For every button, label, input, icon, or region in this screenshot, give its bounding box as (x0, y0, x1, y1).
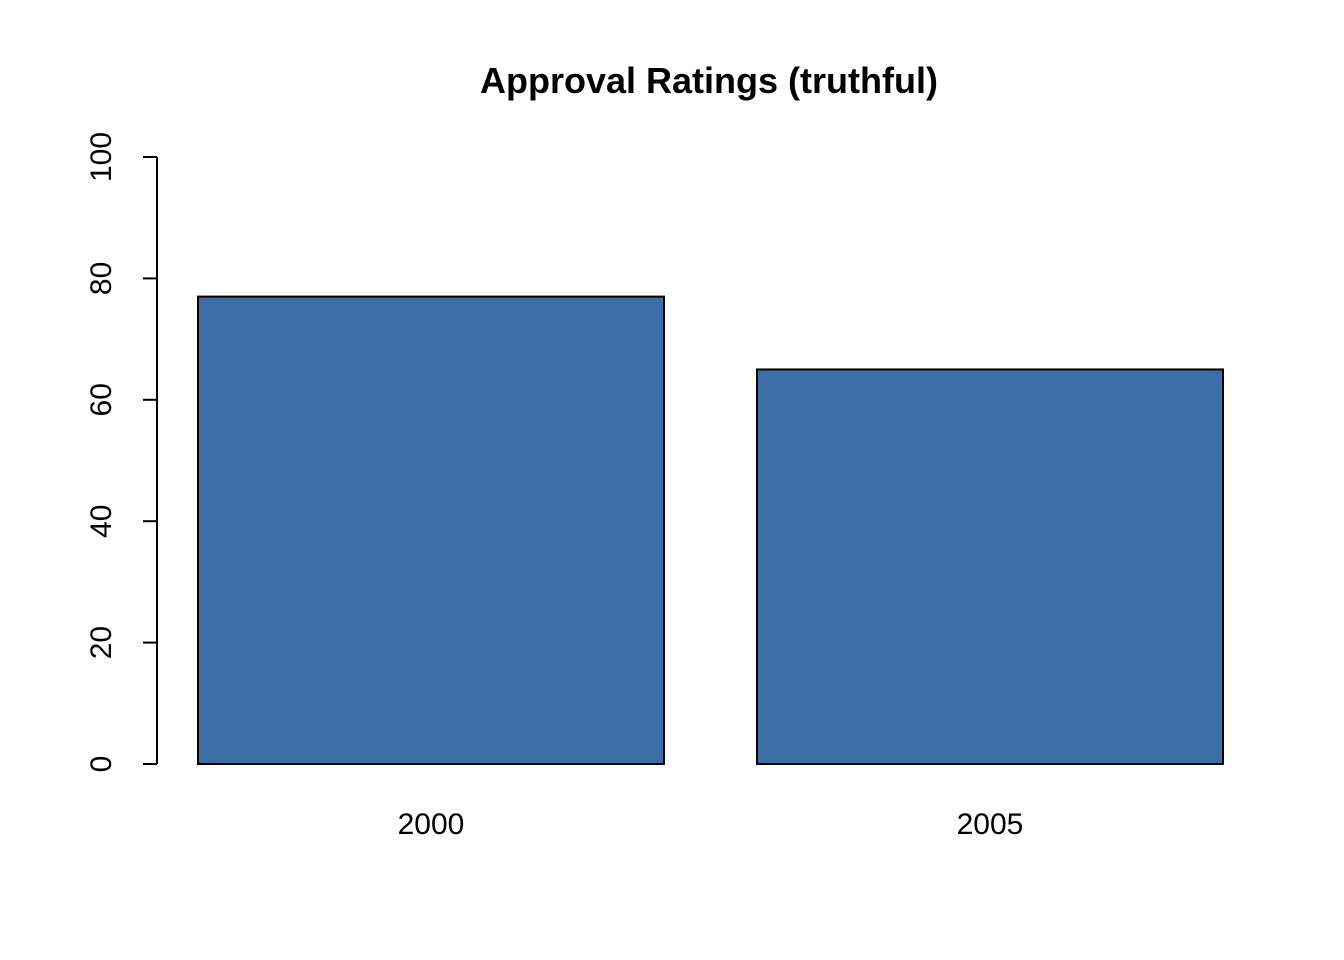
y-tick-label: 20 (85, 626, 118, 659)
chart-title: Approval Ratings (truthful) (480, 60, 938, 101)
y-tick-label: 40 (85, 505, 118, 538)
bars (197, 295, 1224, 765)
y-axis-ticks: 0 20 40 60 80 100 (85, 132, 157, 772)
y-tick-label: 80 (85, 262, 118, 295)
x-axis-labels: 2000 2005 (398, 808, 1024, 841)
x-category-label: 2000 (398, 808, 465, 841)
bar-2000 (197, 295, 665, 765)
x-category-label: 2005 (957, 808, 1024, 841)
y-tick-label: 100 (85, 132, 118, 182)
bar-2005 (756, 368, 1224, 765)
y-tick-label: 60 (85, 383, 118, 416)
y-tick-label: 0 (85, 756, 118, 773)
